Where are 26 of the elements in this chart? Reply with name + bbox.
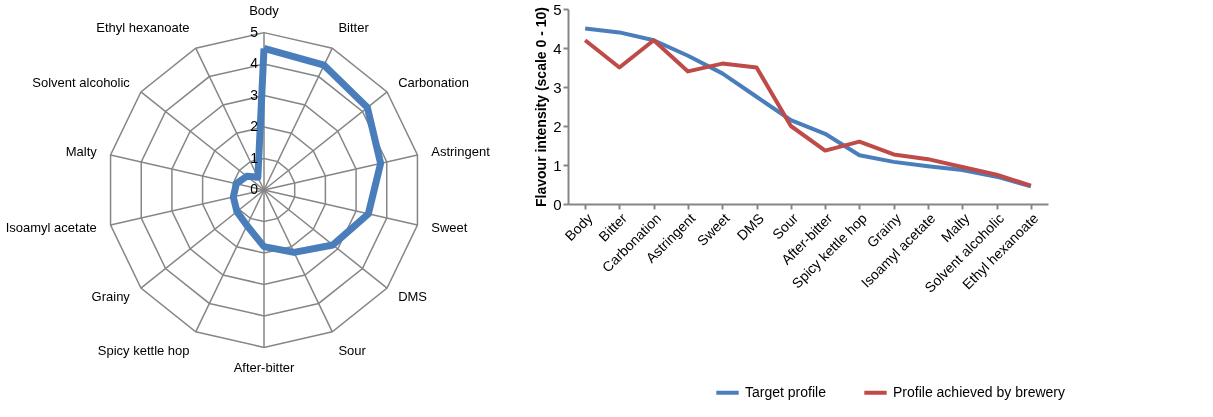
spoke-label: Bitter — [338, 20, 370, 36]
y-tick-label: 5 — [250, 23, 259, 40]
y-tick-label: 2 — [553, 117, 562, 135]
y-tick-label: 4 — [553, 39, 562, 57]
spoke-label: Grainy — [91, 288, 131, 304]
y-tick-label: 0 — [250, 181, 259, 197]
legend-label: Profile achieved by brewery — [893, 383, 1065, 400]
spoke-label: Ethyl hexanoate — [96, 20, 190, 36]
legend-label: Target profile — [745, 383, 827, 400]
y-tick-label: 3 — [553, 78, 562, 96]
spoke-label: Solvent alcoholic — [32, 75, 131, 91]
y-axis-title: Flavour intensity (scale 0 - 10) — [533, 7, 550, 207]
spoke-label: Spicy kettle hop — [97, 342, 190, 358]
y-tick-label: 4 — [250, 55, 259, 72]
y-tick-label: 5 — [553, 0, 562, 18]
spoke-label: Body — [249, 3, 280, 19]
y-tick-label: 3 — [250, 86, 259, 103]
spoke-label: Sour — [338, 342, 367, 358]
spoke-label: Astringent — [431, 143, 491, 159]
spoke-label: After-bitter — [233, 359, 296, 375]
y-tick-label: 0 — [553, 195, 562, 213]
y-tick-label: 1 — [553, 156, 562, 174]
y-tick-label: 1 — [250, 149, 259, 166]
spoke-label: Malty — [65, 143, 98, 159]
spoke-label: Carbonation — [398, 75, 469, 91]
spoke-label: DMS — [398, 288, 428, 304]
